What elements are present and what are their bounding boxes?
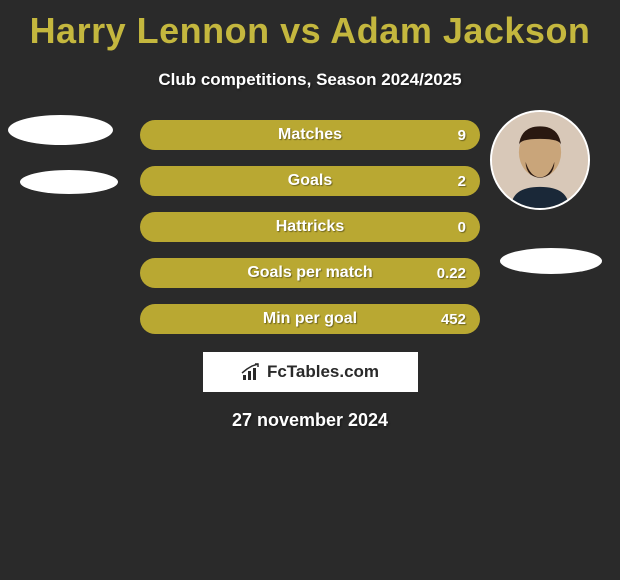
stat-label: Hattricks — [276, 218, 344, 236]
stat-row-min-per-goal: Min per goal 452 — [140, 304, 480, 334]
date-text: 27 november 2024 — [0, 410, 620, 431]
page-title: Harry Lennon vs Adam Jackson — [0, 0, 620, 52]
stat-label: Goals per match — [247, 264, 372, 282]
stat-label: Goals — [288, 172, 332, 190]
branding-box: FcTables.com — [203, 352, 418, 392]
stat-label: Min per goal — [263, 310, 357, 328]
player-right-avatar — [490, 110, 590, 210]
player-right-avatar-placeholder-2 — [500, 248, 602, 274]
stats-area: Matches 9 Goals 2 Hattricks 0 Goals per … — [0, 120, 620, 431]
player-left-avatar-placeholder-1 — [8, 115, 113, 145]
stat-value: 9 — [458, 127, 466, 144]
stat-row-goals: Goals 2 — [140, 166, 480, 196]
stat-row-goals-per-match: Goals per match 0.22 — [140, 258, 480, 288]
branding-text: FcTables.com — [267, 362, 379, 382]
chart-icon — [241, 363, 263, 381]
stat-value: 0 — [458, 219, 466, 236]
player-avatar-icon — [492, 112, 588, 208]
player-left-avatar-placeholder-2 — [20, 170, 118, 194]
stat-value: 0.22 — [437, 265, 466, 282]
stat-value: 2 — [458, 173, 466, 190]
stat-row-hattricks: Hattricks 0 — [140, 212, 480, 242]
stat-label: Matches — [278, 126, 342, 144]
stat-row-matches: Matches 9 — [140, 120, 480, 150]
stat-value: 452 — [441, 311, 466, 328]
subtitle: Club competitions, Season 2024/2025 — [0, 70, 620, 90]
